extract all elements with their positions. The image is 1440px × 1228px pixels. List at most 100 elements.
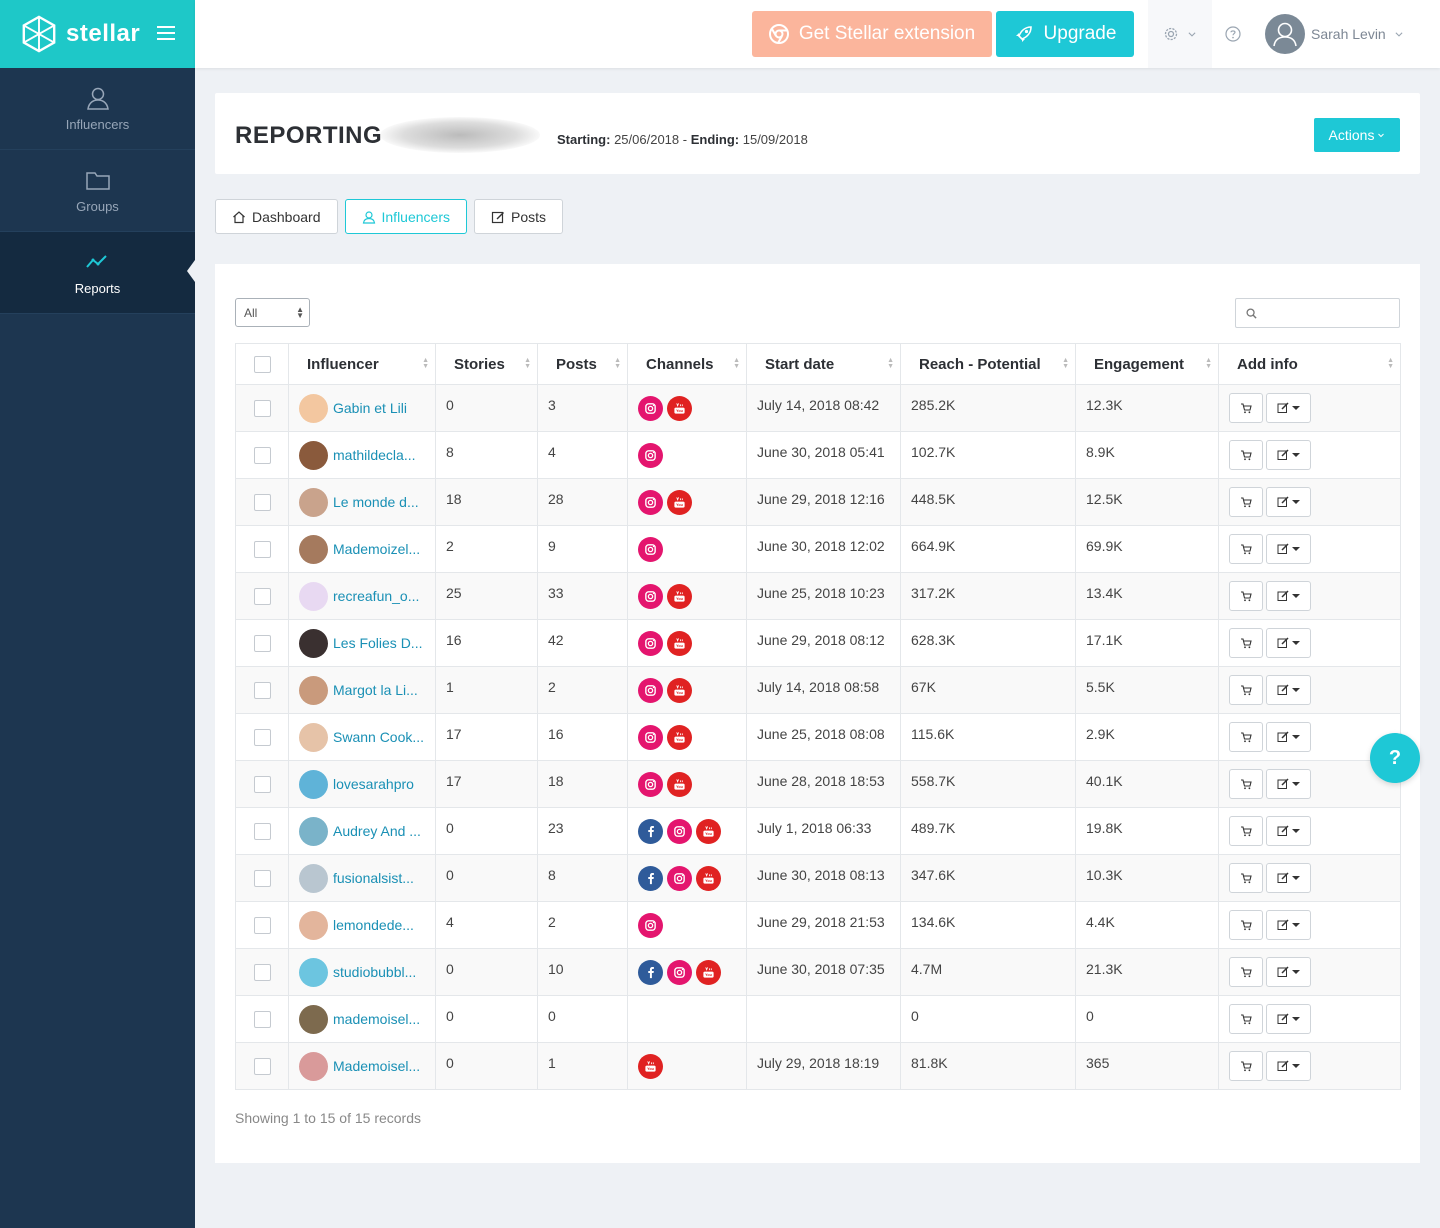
- sidebar-item-groups[interactable]: Groups: [0, 150, 195, 232]
- facebook-icon[interactable]: [638, 818, 663, 844]
- row-checkbox[interactable]: [253, 916, 271, 934]
- add-to-cart-button[interactable]: [1229, 722, 1263, 752]
- column-header-reach[interactable]: Reach - Potential ▲ ▼: [900, 343, 1076, 385]
- add-to-cart-button[interactable]: [1229, 769, 1263, 799]
- instagram-icon[interactable]: [638, 724, 663, 750]
- actions-button[interactable]: Actions: [1314, 118, 1400, 152]
- select-all-checkbox[interactable]: [253, 355, 271, 373]
- instagram-icon[interactable]: [667, 959, 692, 985]
- influencer-link[interactable]: recreafun_o...: [333, 588, 420, 604]
- influencer-link[interactable]: Mademoisel...: [333, 1058, 421, 1074]
- add-to-cart-button[interactable]: [1229, 957, 1263, 987]
- instagram-icon[interactable]: [638, 583, 663, 609]
- influencer-link[interactable]: Gabin et Lili: [333, 400, 407, 416]
- menu-toggle-icon[interactable]: [157, 26, 175, 40]
- row-checkbox[interactable]: [253, 963, 271, 981]
- row-checkbox[interactable]: [253, 869, 271, 887]
- help-icon[interactable]: [1225, 26, 1241, 42]
- edit-dropdown-button[interactable]: [1266, 769, 1311, 799]
- edit-dropdown-button[interactable]: [1266, 816, 1311, 846]
- influencer-link[interactable]: studiobubbl...: [333, 964, 417, 980]
- column-header-engagement[interactable]: Engagement ▲ ▼: [1075, 343, 1219, 385]
- row-checkbox[interactable]: [253, 728, 271, 746]
- filter-select[interactable]: All ▲ ▼: [235, 298, 310, 327]
- instagram-icon[interactable]: [638, 395, 663, 421]
- stellar-logo-icon[interactable]: [20, 15, 58, 53]
- influencer-link[interactable]: Swann Cook...: [333, 729, 425, 745]
- row-checkbox[interactable]: [253, 775, 271, 793]
- edit-dropdown-button[interactable]: [1266, 534, 1311, 564]
- column-header-posts[interactable]: Posts ▲ ▼: [537, 343, 628, 385]
- tab-posts[interactable]: Posts: [473, 199, 563, 234]
- tab-dashboard[interactable]: Dashboard: [215, 199, 338, 234]
- edit-dropdown-button[interactable]: [1266, 628, 1311, 658]
- youtube-icon[interactable]: You: [667, 771, 692, 797]
- youtube-icon[interactable]: You: [667, 583, 692, 609]
- edit-dropdown-button[interactable]: [1266, 1004, 1311, 1034]
- column-header-start-date[interactable]: Start date ▲ ▼: [746, 343, 901, 385]
- add-to-cart-button[interactable]: [1229, 1051, 1263, 1081]
- influencer-link[interactable]: Audrey And ...: [333, 823, 421, 839]
- row-checkbox[interactable]: [253, 446, 271, 464]
- add-to-cart-button[interactable]: [1229, 581, 1263, 611]
- row-checkbox[interactable]: [253, 493, 271, 511]
- influencer-link[interactable]: mademoisel...: [333, 1011, 421, 1027]
- influencer-link[interactable]: Les Folies D...: [333, 635, 423, 651]
- edit-dropdown-button[interactable]: [1266, 440, 1311, 470]
- column-header-add-info[interactable]: Add info ▲ ▼: [1218, 343, 1401, 385]
- get-extension-button[interactable]: Get Stellar extension: [752, 11, 992, 57]
- add-to-cart-button[interactable]: [1229, 910, 1263, 940]
- youtube-icon[interactable]: You: [667, 677, 692, 703]
- edit-dropdown-button[interactable]: [1266, 675, 1311, 705]
- youtube-icon[interactable]: You: [667, 395, 692, 421]
- add-to-cart-button[interactable]: [1229, 863, 1263, 893]
- influencer-link[interactable]: lemondede...: [333, 917, 414, 933]
- youtube-icon[interactable]: You: [667, 489, 692, 515]
- add-to-cart-button[interactable]: [1229, 816, 1263, 846]
- row-checkbox[interactable]: [253, 1010, 271, 1028]
- instagram-icon[interactable]: [667, 865, 692, 891]
- row-checkbox[interactable]: [253, 822, 271, 840]
- youtube-icon[interactable]: You: [667, 630, 692, 656]
- tab-influencers[interactable]: Influencers: [344, 199, 467, 234]
- row-checkbox[interactable]: [253, 587, 271, 605]
- column-header-stories[interactable]: Stories ▲ ▼: [435, 343, 538, 385]
- edit-dropdown-button[interactable]: [1266, 581, 1311, 611]
- add-to-cart-button[interactable]: [1229, 1004, 1263, 1034]
- sidebar-item-reports[interactable]: Reports: [0, 232, 195, 314]
- youtube-icon[interactable]: You: [696, 959, 721, 985]
- add-to-cart-button[interactable]: [1229, 534, 1263, 564]
- instagram-icon[interactable]: [638, 630, 663, 656]
- search-input[interactable]: [1235, 298, 1400, 328]
- add-to-cart-button[interactable]: [1229, 393, 1263, 423]
- add-to-cart-button[interactable]: [1229, 628, 1263, 658]
- instagram-icon[interactable]: [638, 912, 663, 938]
- edit-dropdown-button[interactable]: [1266, 1051, 1311, 1081]
- row-checkbox[interactable]: [253, 399, 271, 417]
- sidebar-item-influencers[interactable]: Influencers: [0, 68, 195, 150]
- edit-dropdown-button[interactable]: [1266, 393, 1311, 423]
- youtube-icon[interactable]: You: [667, 724, 692, 750]
- influencer-link[interactable]: Mademoizel...: [333, 541, 421, 557]
- edit-dropdown-button[interactable]: [1266, 487, 1311, 517]
- influencer-link[interactable]: Margot la Li...: [333, 682, 418, 698]
- influencer-link[interactable]: Le monde d...: [333, 494, 419, 510]
- add-to-cart-button[interactable]: [1229, 440, 1263, 470]
- add-to-cart-button[interactable]: [1229, 675, 1263, 705]
- influencer-link[interactable]: fusionalsist...: [333, 870, 414, 886]
- instagram-icon[interactable]: [638, 536, 663, 562]
- instagram-icon[interactable]: [667, 818, 692, 844]
- row-checkbox[interactable]: [253, 540, 271, 558]
- instagram-icon[interactable]: [638, 771, 663, 797]
- upgrade-button[interactable]: Upgrade: [996, 11, 1134, 57]
- settings-menu[interactable]: [1148, 0, 1212, 68]
- edit-dropdown-button[interactable]: [1266, 722, 1311, 752]
- instagram-icon[interactable]: [638, 489, 663, 515]
- influencer-link[interactable]: mathildecla...: [333, 447, 416, 463]
- youtube-icon[interactable]: You: [638, 1053, 663, 1079]
- help-button[interactable]: ?: [1370, 733, 1420, 783]
- column-header-channels[interactable]: Channels ▲ ▼: [627, 343, 747, 385]
- facebook-icon[interactable]: [638, 865, 663, 891]
- edit-dropdown-button[interactable]: [1266, 863, 1311, 893]
- edit-dropdown-button[interactable]: [1266, 910, 1311, 940]
